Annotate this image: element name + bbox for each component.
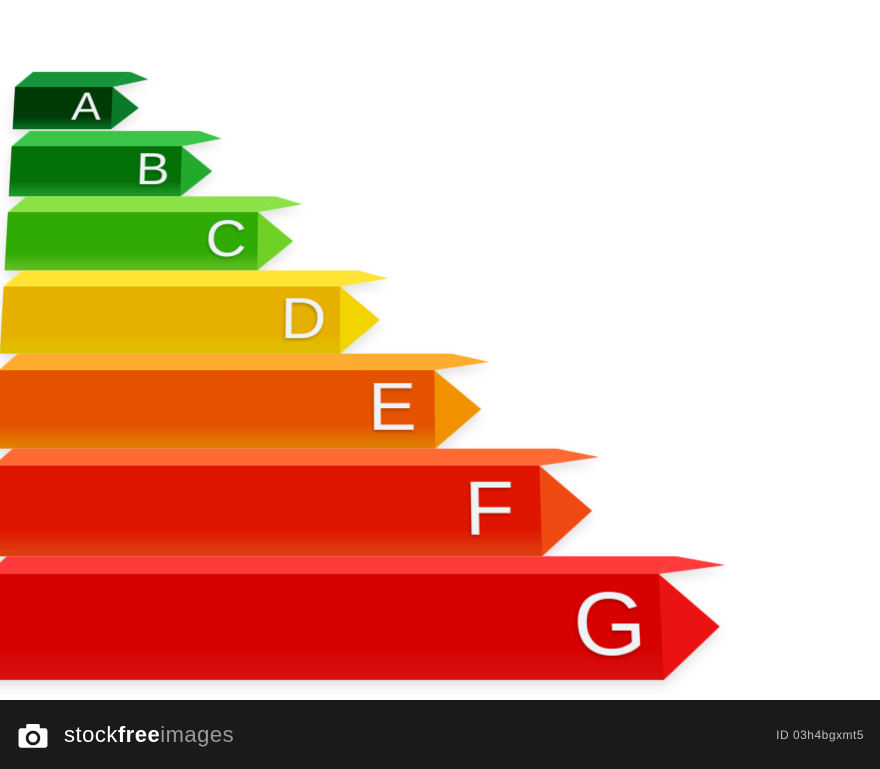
chart-stage: ABCDEFG bbox=[0, 0, 880, 700]
bar-top-face bbox=[0, 449, 557, 466]
rating-label: C bbox=[205, 214, 247, 265]
brand-word-stock: stock bbox=[64, 722, 118, 747]
rating-label: D bbox=[280, 289, 326, 347]
rating-label: E bbox=[368, 374, 417, 441]
image-id: ID 03h4bgxmt5 bbox=[776, 728, 864, 742]
bar-top-face bbox=[12, 131, 200, 146]
watermark-footer: stockfreeimages ID 03h4bgxmt5 bbox=[0, 700, 880, 769]
rating-label: A bbox=[71, 87, 102, 126]
brand-word-free: free bbox=[118, 722, 160, 747]
bar-front-face bbox=[0, 466, 542, 557]
rating-label: B bbox=[135, 147, 170, 192]
bar-front-face bbox=[5, 212, 259, 270]
energy-rating-chart: ABCDEFG bbox=[0, 45, 880, 688]
bar-top-face bbox=[4, 270, 358, 286]
rating-label: F bbox=[464, 470, 516, 547]
bar-top-face bbox=[0, 354, 452, 371]
brand-text: stockfreeimages bbox=[64, 722, 776, 748]
camera-icon bbox=[16, 718, 50, 752]
rating-label: G bbox=[572, 580, 649, 670]
bar-top-face bbox=[0, 556, 677, 574]
brand-word-images: images bbox=[160, 722, 234, 747]
bar-front-face bbox=[0, 574, 664, 680]
